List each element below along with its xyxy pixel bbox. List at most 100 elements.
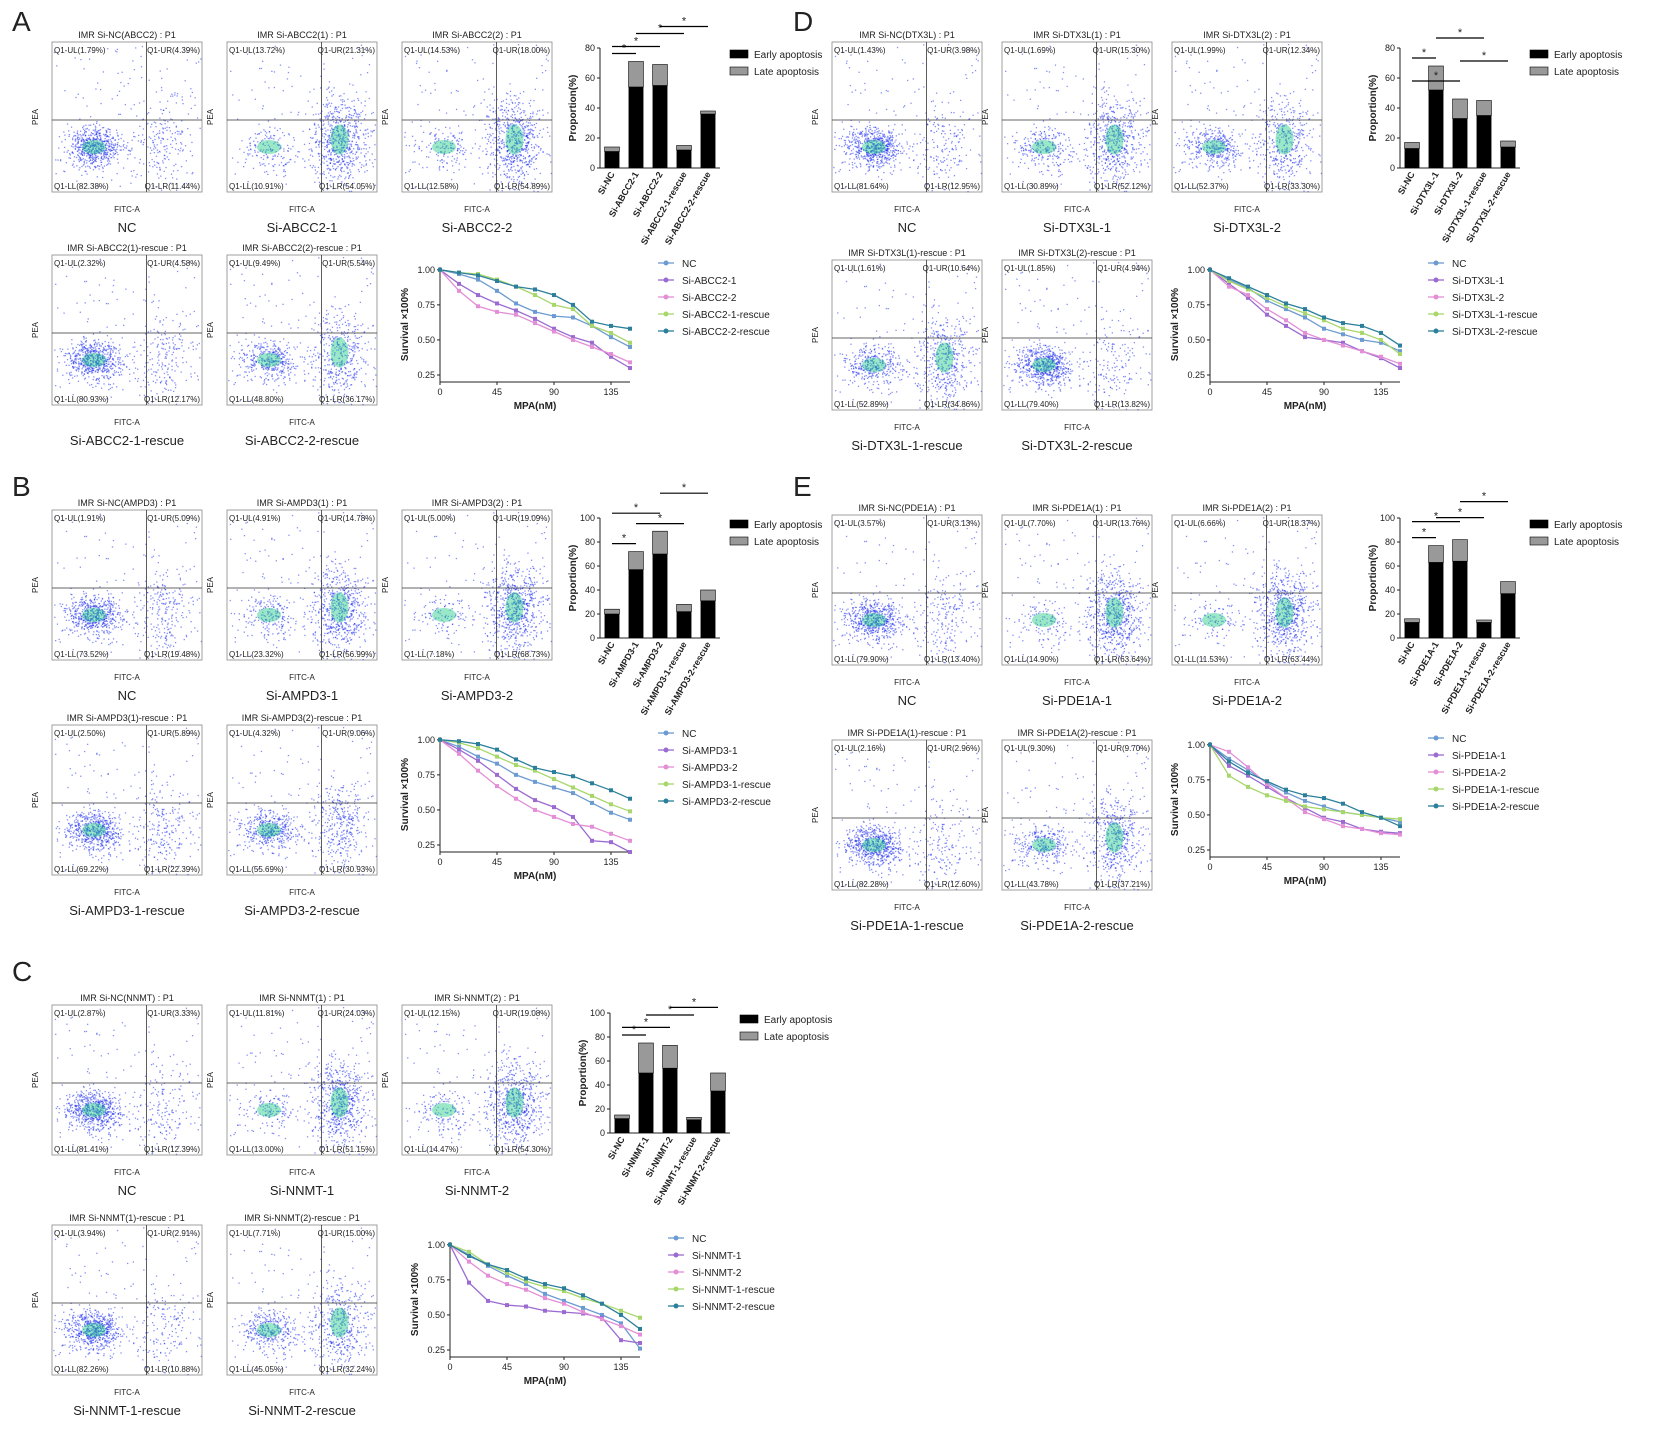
flow-dot bbox=[108, 558, 109, 559]
flow-dot bbox=[105, 604, 106, 605]
flow-dot bbox=[341, 104, 342, 105]
flow-dot bbox=[98, 634, 99, 635]
flow-dot bbox=[517, 157, 518, 158]
flow-dot bbox=[182, 357, 183, 358]
flow-dot bbox=[140, 354, 141, 355]
flow-dot bbox=[262, 321, 263, 322]
flow-dot bbox=[295, 368, 296, 369]
flow-dot bbox=[280, 370, 281, 371]
flow-dot bbox=[166, 598, 167, 599]
flow-dot bbox=[347, 341, 348, 342]
flow-dot bbox=[192, 173, 193, 174]
flow-dot bbox=[300, 342, 301, 343]
flow-dot bbox=[333, 338, 334, 339]
flow-dot bbox=[109, 345, 110, 346]
flow-dot bbox=[108, 129, 109, 130]
flow-dot bbox=[199, 612, 200, 613]
flow-dot bbox=[324, 344, 325, 345]
flow-dot bbox=[106, 148, 107, 149]
flow-dot bbox=[341, 154, 342, 155]
flow-dot bbox=[283, 165, 284, 166]
flow-dot bbox=[502, 115, 503, 116]
flow-dot bbox=[100, 160, 101, 161]
flow-dot bbox=[81, 175, 82, 176]
flow-dot bbox=[505, 116, 506, 117]
flow-dot bbox=[263, 129, 264, 130]
flow-dot bbox=[326, 116, 327, 117]
flow-dot bbox=[95, 371, 96, 372]
flow-dot bbox=[155, 319, 156, 320]
flow-dot bbox=[323, 339, 324, 340]
flow-dot bbox=[88, 154, 89, 155]
flow-dot bbox=[64, 617, 65, 618]
flow-dot bbox=[337, 327, 338, 328]
series-point bbox=[552, 314, 556, 318]
flow-dot bbox=[508, 154, 509, 155]
flow-title: IMR Si-ABCC2(2) : P1 bbox=[432, 30, 522, 40]
flow-dot bbox=[94, 352, 95, 353]
series-point bbox=[457, 282, 461, 286]
flow-dot bbox=[535, 178, 536, 179]
flow-dot bbox=[127, 158, 128, 159]
flow-dot bbox=[77, 133, 78, 134]
flow-dot bbox=[533, 100, 534, 101]
flow-dot bbox=[103, 383, 104, 384]
flow-dot bbox=[106, 363, 107, 364]
flow-dot bbox=[513, 176, 514, 177]
flow-dot bbox=[354, 348, 355, 349]
flow-dot bbox=[315, 169, 316, 170]
flow-dot bbox=[186, 616, 187, 617]
flow-dot bbox=[542, 72, 543, 73]
quadrant-lr-label: Q1-LR(54.89%) bbox=[494, 182, 550, 191]
flow-dot bbox=[455, 162, 456, 163]
flow-dot bbox=[533, 162, 534, 163]
flow-dot bbox=[300, 356, 301, 357]
flow-dot bbox=[64, 147, 65, 148]
flow-dot bbox=[328, 87, 329, 88]
flow-dot bbox=[133, 136, 134, 137]
flow-dot bbox=[274, 87, 275, 88]
flow-dot bbox=[290, 372, 291, 373]
flow-dot bbox=[120, 114, 121, 115]
flow-dot bbox=[346, 381, 347, 382]
flow-dot bbox=[248, 150, 249, 151]
bar-y-axis-title: Proportion(%) bbox=[568, 75, 579, 142]
flow-dot bbox=[88, 125, 89, 126]
flow-dot bbox=[549, 136, 550, 137]
flow-dot bbox=[260, 376, 261, 377]
flow-dot bbox=[326, 319, 327, 320]
flow-dot bbox=[74, 359, 75, 360]
flow-dot bbox=[115, 145, 116, 146]
flow-dot bbox=[319, 153, 320, 154]
flow-dot bbox=[358, 156, 359, 157]
flow-dot bbox=[158, 138, 159, 139]
flow-dot bbox=[502, 160, 503, 161]
flow-dot bbox=[509, 163, 510, 164]
flow-dot bbox=[103, 352, 104, 353]
flow-dot bbox=[81, 364, 82, 365]
flow-dot bbox=[251, 360, 252, 361]
bar-category-label: Si-ABCC2-2-rescue bbox=[663, 170, 713, 246]
flow-dot bbox=[60, 641, 61, 642]
flow-dot bbox=[549, 155, 550, 156]
flow-dot bbox=[177, 271, 178, 272]
flow-dot bbox=[347, 126, 348, 127]
flow-dot bbox=[108, 342, 109, 343]
flow-dot bbox=[135, 368, 136, 369]
flow-dot bbox=[248, 345, 249, 346]
flow-dot bbox=[342, 156, 343, 157]
flow-dot bbox=[159, 609, 160, 610]
flow-dot bbox=[127, 142, 128, 143]
flow-dot bbox=[156, 571, 157, 572]
flow-dot bbox=[293, 347, 294, 348]
flow-dot bbox=[79, 161, 80, 162]
flow-dot bbox=[443, 166, 444, 167]
flow-dot bbox=[288, 162, 289, 163]
bar-early-apoptosis bbox=[629, 87, 644, 168]
flow-dot bbox=[112, 352, 113, 353]
flow-dot bbox=[113, 374, 114, 375]
flow-dot bbox=[116, 152, 117, 153]
flow-dot bbox=[81, 153, 82, 154]
flow-dot bbox=[339, 160, 340, 161]
flow-dot bbox=[166, 148, 167, 149]
